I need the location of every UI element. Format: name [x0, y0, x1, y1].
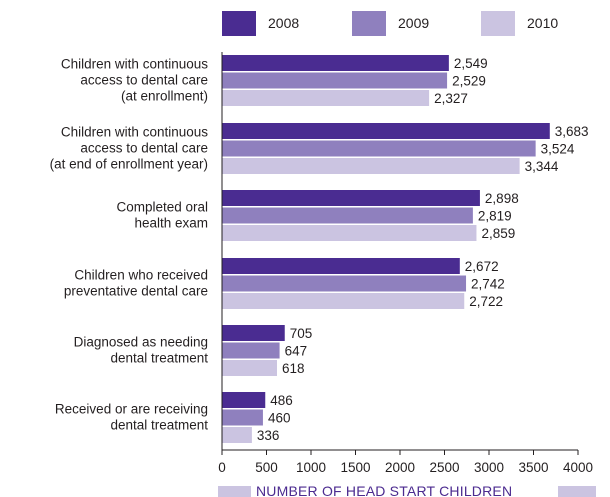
x-tick-label-1000: 1000 [296, 460, 326, 475]
value-label-2010-cat-6: 336 [257, 428, 280, 443]
legend-label-2010: 2010 [527, 15, 558, 31]
category-label-3: Completed oral health exam [116, 200, 208, 231]
x-axis-title: NUMBER OF HEAD START CHILDREN [218, 483, 596, 497]
bar-2009-cat-6 [222, 409, 263, 426]
bar-2009-cat-3 [222, 207, 473, 224]
bar-2009-cat-1 [222, 72, 448, 89]
bar-2008-cat-2 [222, 123, 550, 139]
value-label-2010-cat-1: 2,327 [434, 91, 468, 106]
value-label-2009-cat-4: 2,742 [471, 277, 505, 292]
value-label-2008-cat-3: 2,898 [485, 191, 519, 206]
value-label-2010-cat-5: 618 [282, 361, 305, 376]
category-label-4: Children who received preventative dental… [64, 268, 208, 299]
value-label-2008-cat-5: 705 [290, 326, 313, 341]
value-label-2010-cat-4: 2,722 [469, 294, 503, 309]
value-label-2010-cat-2: 3,344 [525, 159, 559, 174]
bar-2010-cat-5 [222, 360, 278, 376]
bar-2010-cat-1 [222, 90, 430, 106]
x-axis-title-swatch-left [218, 486, 251, 497]
category-label-6: Received or are receiving dental treatmen… [55, 402, 208, 433]
value-label-2009-cat-2: 3,524 [541, 142, 575, 157]
x-tick-label-2000: 2000 [385, 460, 415, 475]
x-tick-label-500: 500 [255, 460, 278, 475]
category-label-5: Diagnosed as needing dental treatment [74, 335, 209, 366]
x-tick-label-0: 0 [218, 460, 226, 475]
bar-2010-cat-4 [222, 293, 465, 309]
bar-2009-cat-2 [222, 140, 536, 157]
x-axis-title-text: NUMBER OF HEAD START CHILDREN [256, 483, 512, 497]
x-tick-label-1500: 1500 [340, 460, 370, 475]
category-labels: Children with continuous access to dental… [50, 57, 209, 433]
legend-swatch-2009 [352, 11, 386, 36]
bar-2008-cat-6 [222, 392, 266, 408]
value-label-2009-cat-3: 2,819 [478, 209, 512, 224]
bar-2008-cat-5 [222, 325, 285, 341]
x-tick-label-4000: 4000 [563, 460, 593, 475]
value-label-2009-cat-6: 460 [268, 411, 291, 426]
x-tick-label-2500: 2500 [429, 460, 459, 475]
value-label-2009-cat-1: 2,529 [452, 74, 486, 89]
legend: 2008 2009 2010 [222, 11, 558, 36]
bar-2010-cat-6 [222, 427, 252, 443]
bar-2010-cat-3 [222, 225, 477, 241]
value-label-2009-cat-5: 647 [285, 344, 308, 359]
legend-swatch-2008 [222, 11, 256, 36]
legend-label-2008: 2008 [268, 15, 299, 31]
legend-label-2009: 2009 [398, 15, 429, 31]
bar-2008-cat-3 [222, 190, 480, 206]
value-label-2010-cat-3: 2,859 [481, 226, 515, 241]
value-label-2008-cat-1: 2,549 [454, 56, 488, 71]
x-axis-ticks: 0 500 1000 1500 2000 2500 3000 3500 4000 [218, 450, 593, 475]
x-tick-label-3500: 3500 [518, 460, 548, 475]
bars [222, 55, 550, 443]
value-label-2008-cat-6: 486 [270, 393, 293, 408]
bar-2008-cat-4 [222, 258, 460, 274]
legend-swatch-2010 [481, 11, 515, 36]
bar-2009-cat-5 [222, 342, 280, 359]
x-tick-label-3000: 3000 [474, 460, 504, 475]
value-label-2008-cat-2: 3,683 [555, 124, 589, 139]
category-label-1: Children with continuous access to dental… [61, 57, 208, 104]
value-label-2008-cat-4: 2,672 [465, 259, 499, 274]
bar-2010-cat-2 [222, 158, 520, 174]
value-labels: 2,549 2,529 2,327 3,683 3,524 3,344 2,898 2,819… [257, 56, 589, 443]
bar-2008-cat-1 [222, 55, 449, 71]
category-label-2: Children with continuous access to dental… [50, 125, 209, 172]
bar-2009-cat-4 [222, 275, 467, 292]
x-axis-title-swatch-right [558, 486, 596, 497]
